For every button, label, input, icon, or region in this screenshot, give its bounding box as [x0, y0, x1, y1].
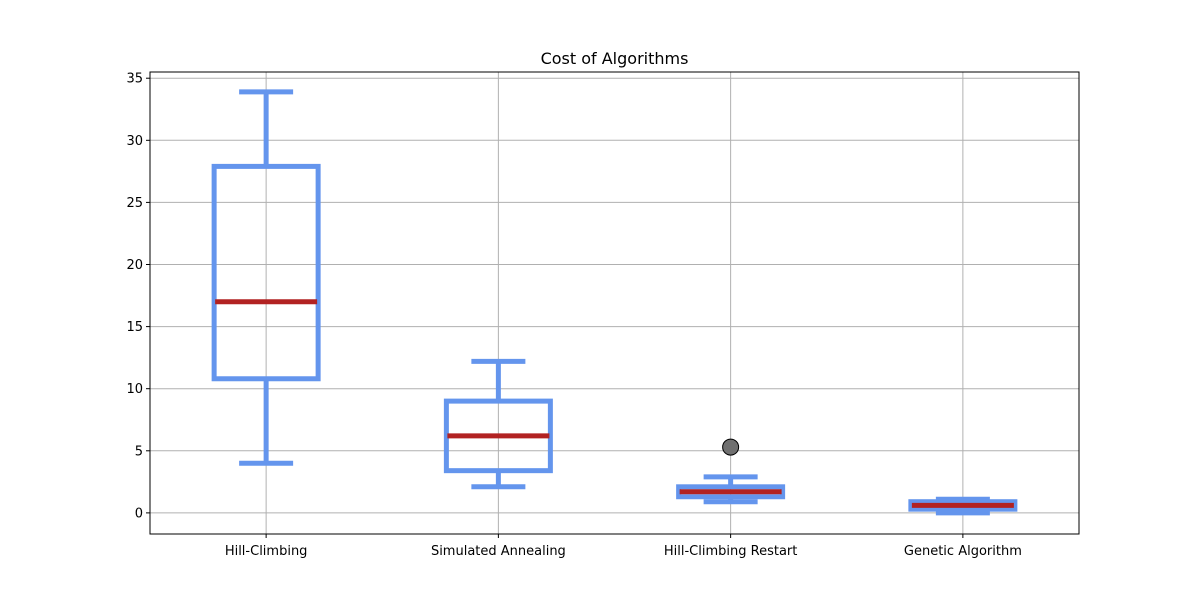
axes-frame [149, 71, 1080, 535]
box-group [676, 438, 786, 505]
x-tick-label: Genetic Algorithm [904, 544, 1022, 559]
y-tick-label: 5 [135, 444, 143, 459]
x-tick-label: Simulated Annealing [431, 544, 566, 559]
y-tick-label: 35 [126, 72, 143, 87]
box-iqr [211, 163, 321, 382]
x-tick-label: Hill-Climbing Restart [664, 544, 797, 559]
y-tick-label: 15 [126, 320, 143, 335]
box-group [211, 89, 321, 466]
box-iqr [443, 398, 553, 474]
y-tick-label: 30 [126, 134, 143, 149]
axis-ticks: 0 5 10 15 20 25 30 35 Hill-Climbing Simulated Ann… [126, 72, 1021, 559]
box-iqr [908, 499, 1018, 512]
chart-title: Cost of Algorithms [541, 49, 689, 68]
x-tick-label: Hill-Climbing [225, 544, 308, 559]
y-tick-label: 20 [126, 258, 143, 273]
outlier-point [722, 438, 740, 456]
box-iqr [676, 484, 786, 500]
grid [150, 72, 1079, 534]
y-tick-label: 10 [126, 382, 143, 397]
y-tick-label: 0 [135, 506, 143, 521]
boxes [211, 89, 1018, 516]
box-group [908, 496, 1018, 516]
y-tick-label: 25 [126, 196, 143, 211]
box-group [443, 358, 553, 490]
